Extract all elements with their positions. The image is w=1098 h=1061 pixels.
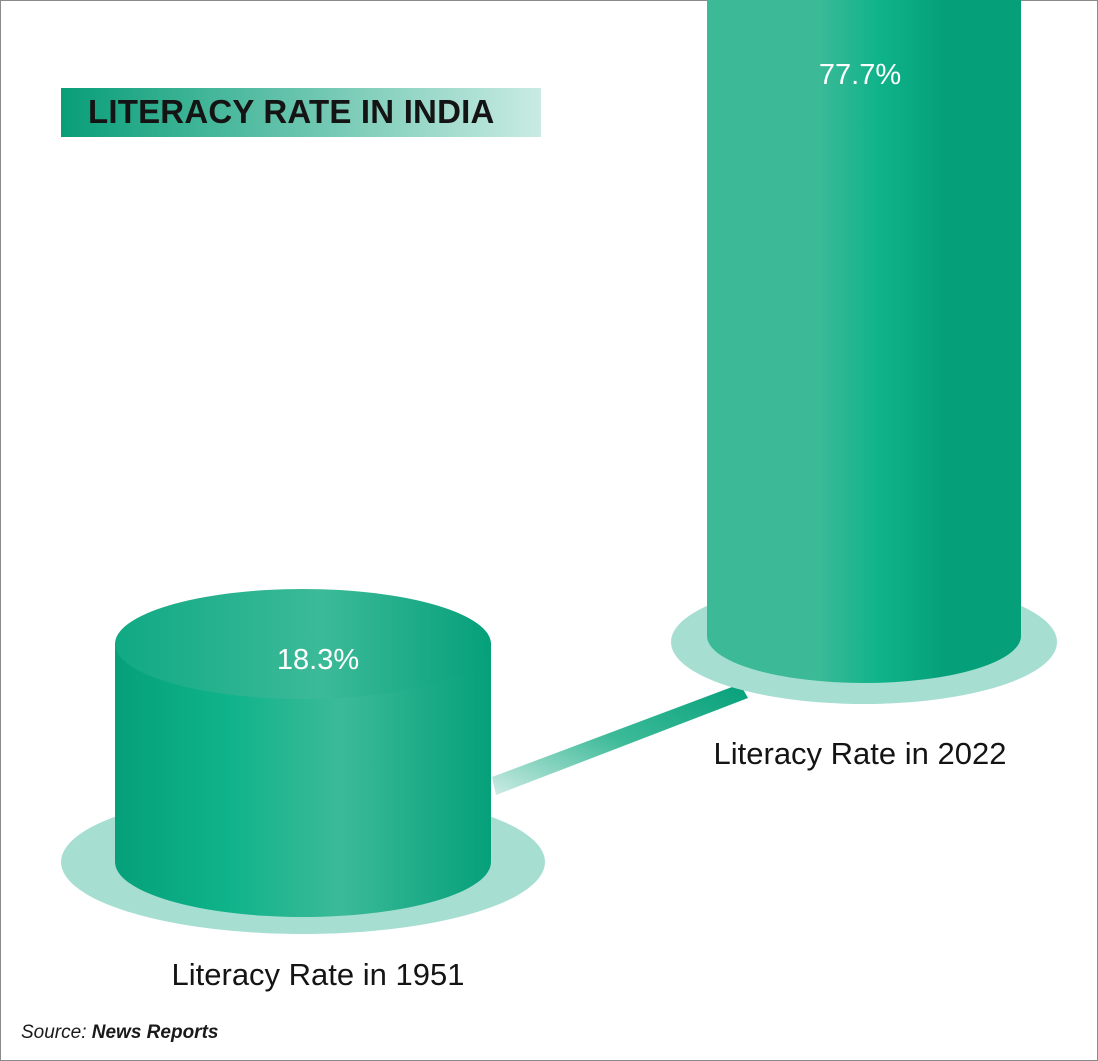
cylinder-bar-2: 77.7% Literacy Rate in 2022 [671,0,1057,771]
bar-top [115,589,491,699]
source-label: Source: [21,1022,87,1043]
data-label-1: 18.3% [277,644,359,676]
title-background [61,88,541,137]
data-label-2: 77.7% [819,59,901,91]
source-note: Source: News Reports [21,1022,218,1044]
source-value: News Reports [91,1022,219,1043]
bars-layer: 18.3% Literacy Rate in 1951 77.7% Literacy … [61,0,1057,992]
category-label-1: Literacy Rate in 1951 [172,957,465,992]
bar-body [115,644,491,917]
category-label-2: Literacy Rate in 2022 [714,736,1007,771]
cylinder-bar-1: 18.3% Literacy Rate in 1951 [61,589,545,992]
connector-band [492,684,748,795]
chart-title: LITERACY RATE IN INDIA [88,93,495,130]
bar-body [707,0,1021,683]
